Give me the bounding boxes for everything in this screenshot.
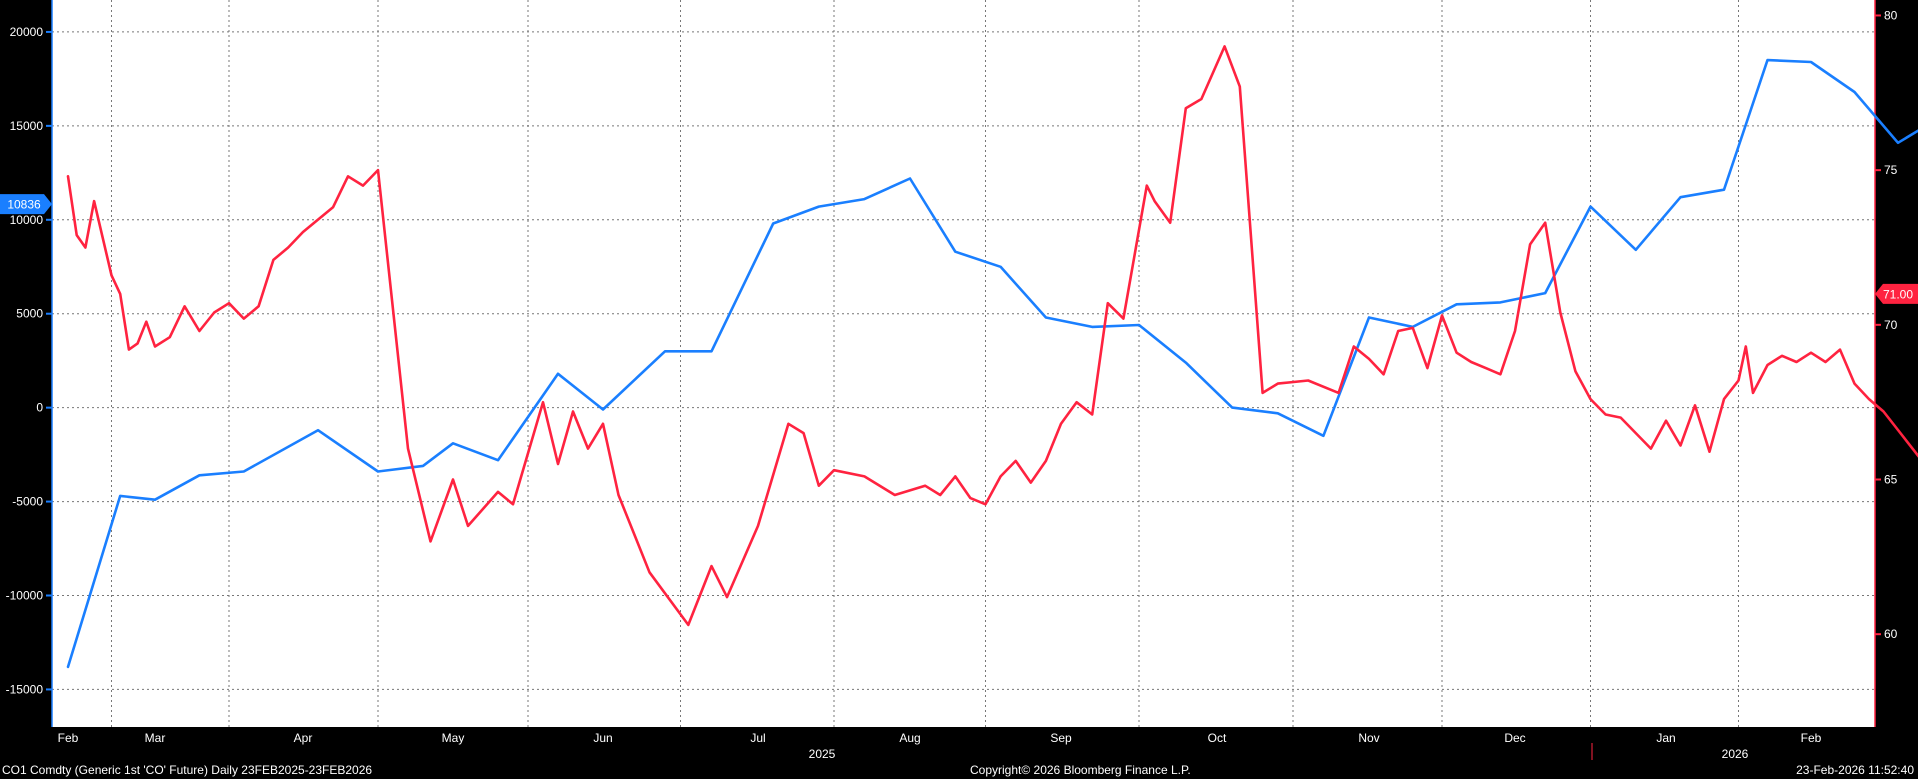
x-tick-label: Aug — [899, 731, 920, 745]
plot-area — [52, 0, 1875, 727]
x-tick-label: Sep — [1050, 731, 1072, 745]
x-tick-label: Jan — [1656, 731, 1675, 745]
left-tick-label: 10000 — [10, 213, 44, 227]
right-tick-label: 75 — [1884, 163, 1898, 177]
copyright-text: Copyright© 2026 Bloomberg Finance L.P. — [970, 763, 1191, 777]
last-value-label-right: 71.00 — [1883, 287, 1913, 301]
x-tick-label: Oct — [1208, 731, 1227, 745]
x-tick-label: Jun — [593, 731, 612, 745]
series-line-left — [66, 58, 1918, 669]
right-tick-label: 70 — [1884, 318, 1898, 332]
left-tick-label: -5000 — [12, 495, 43, 509]
left-tick-label: 20000 — [10, 25, 44, 39]
right-tick-label: 65 — [1884, 473, 1898, 487]
left-tick-label: -10000 — [6, 589, 44, 603]
last-value-tag-right — [1875, 283, 1918, 304]
right-tick-label: 60 — [1884, 627, 1898, 641]
x-tick-label: Jul — [750, 731, 765, 745]
x-tick-label: Apr — [294, 731, 313, 745]
left-tick-label: 5000 — [16, 307, 43, 321]
x-tick-label: Nov — [1358, 731, 1379, 745]
left-tick-label: 0 — [36, 401, 43, 415]
left-tick-label: 15000 — [10, 119, 44, 133]
x-tick-label: May — [442, 731, 465, 745]
year-label: 2026 — [1722, 747, 1749, 761]
x-tick-label: Feb — [58, 731, 79, 745]
last-value-tag-left — [0, 194, 52, 215]
series-line-right — [66, 45, 1918, 627]
right-tick-label: 80 — [1884, 8, 1898, 22]
last-value-label-left: 10836 — [7, 198, 41, 212]
left-tick-label: -15000 — [6, 682, 44, 696]
timestamp: 23-Feb-2026 11:52:40 — [1796, 763, 1914, 777]
security-description: CO1 Comdty (Generic 1st 'CO' Future) Dai… — [2, 763, 373, 777]
x-tick-label: Feb — [1801, 731, 1822, 745]
x-tick-label: Dec — [1504, 731, 1525, 745]
x-tick-label: Mar — [145, 731, 166, 745]
year-label: 2025 — [809, 747, 836, 761]
